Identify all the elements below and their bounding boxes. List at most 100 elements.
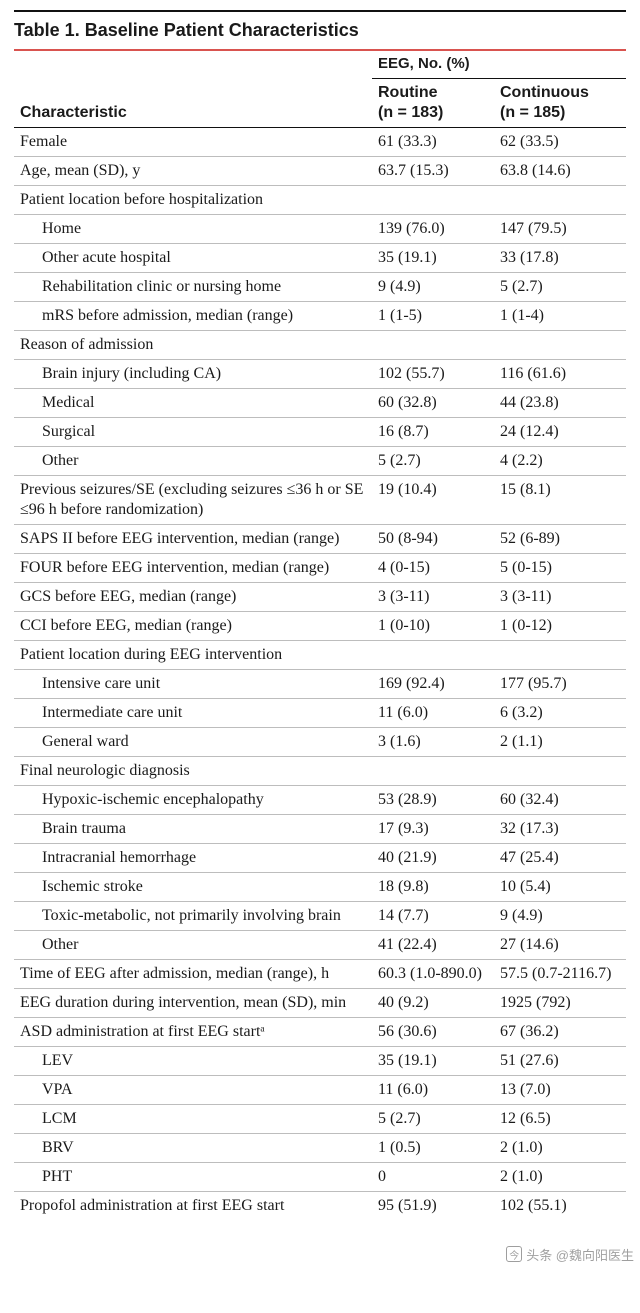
- cell-characteristic: Patient location during EEG intervention: [14, 640, 372, 669]
- table-row: SAPS II before EEG intervention, median …: [14, 524, 626, 553]
- cell-routine: 5 (2.7): [372, 1104, 494, 1133]
- table-title: Table 1. Baseline Patient Characteristic…: [14, 12, 626, 51]
- table-row: EEG duration during intervention, mean (…: [14, 988, 626, 1017]
- cell-continuous: 3 (3-11): [494, 582, 626, 611]
- cell-continuous: 1925 (792): [494, 988, 626, 1017]
- cell-continuous: 2 (1.0): [494, 1133, 626, 1162]
- cell-continuous: [494, 185, 626, 214]
- watermark-icon: 今: [506, 1246, 522, 1262]
- cell-characteristic: Intracranial hemorrhage: [14, 843, 372, 872]
- cell-routine: 11 (6.0): [372, 698, 494, 727]
- cell-characteristic: Brain trauma: [14, 814, 372, 843]
- cell-continuous: 9 (4.9): [494, 901, 626, 930]
- cell-continuous: 1 (1-4): [494, 301, 626, 330]
- cell-routine: 35 (19.1): [372, 1046, 494, 1075]
- cell-characteristic: VPA: [14, 1075, 372, 1104]
- cell-continuous: 1 (0-12): [494, 611, 626, 640]
- table-row: BRV1 (0.5)2 (1.0): [14, 1133, 626, 1162]
- cell-routine: 14 (7.7): [372, 901, 494, 930]
- cell-routine: 56 (30.6): [372, 1017, 494, 1046]
- cell-continuous: [494, 756, 626, 785]
- cell-continuous: 27 (14.6): [494, 930, 626, 959]
- table-row: mRS before admission, median (range)1 (1…: [14, 301, 626, 330]
- table-row: GCS before EEG, median (range)3 (3-11)3 …: [14, 582, 626, 611]
- col-characteristic: Characteristic: [14, 51, 372, 127]
- characteristics-table: Characteristic EEG, No. (%) Routine (n =…: [14, 51, 626, 1220]
- table-row: PHT02 (1.0): [14, 1162, 626, 1191]
- table-row: Home139 (76.0)147 (79.5): [14, 214, 626, 243]
- col-routine-n: (n = 183): [378, 104, 443, 121]
- col-group-eeg: EEG, No. (%): [372, 51, 626, 78]
- cell-continuous: 51 (27.6): [494, 1046, 626, 1075]
- table-row: General ward3 (1.6)2 (1.1): [14, 727, 626, 756]
- cell-continuous: 15 (8.1): [494, 475, 626, 524]
- table-row: Brain trauma17 (9.3)32 (17.3): [14, 814, 626, 843]
- cell-routine: 3 (1.6): [372, 727, 494, 756]
- table-row: Medical60 (32.8)44 (23.8): [14, 388, 626, 417]
- cell-continuous: 57.5 (0.7-2116.7): [494, 959, 626, 988]
- cell-routine: 19 (10.4): [372, 475, 494, 524]
- cell-routine: 169 (92.4): [372, 669, 494, 698]
- cell-routine: 35 (19.1): [372, 243, 494, 272]
- table-row: Intermediate care unit11 (6.0)6 (3.2): [14, 698, 626, 727]
- cell-characteristic: FOUR before EEG intervention, median (ra…: [14, 553, 372, 582]
- cell-continuous: 67 (36.2): [494, 1017, 626, 1046]
- cell-continuous: 177 (95.7): [494, 669, 626, 698]
- cell-routine: 60 (32.8): [372, 388, 494, 417]
- cell-continuous: [494, 640, 626, 669]
- table-row: Intracranial hemorrhage40 (21.9)47 (25.4…: [14, 843, 626, 872]
- col-routine: Routine (n = 183): [372, 78, 494, 127]
- cell-characteristic: EEG duration during intervention, mean (…: [14, 988, 372, 1017]
- table-row: Other acute hospital35 (19.1)33 (17.8): [14, 243, 626, 272]
- cell-routine: 102 (55.7): [372, 359, 494, 388]
- table-row: Other41 (22.4)27 (14.6): [14, 930, 626, 959]
- table-row: VPA11 (6.0)13 (7.0): [14, 1075, 626, 1104]
- cell-continuous: 4 (2.2): [494, 446, 626, 475]
- cell-continuous: 13 (7.0): [494, 1075, 626, 1104]
- table-row: Time of EEG after admission, median (ran…: [14, 959, 626, 988]
- cell-characteristic: PHT: [14, 1162, 372, 1191]
- cell-continuous: 2 (1.1): [494, 727, 626, 756]
- table-row: Other5 (2.7)4 (2.2): [14, 446, 626, 475]
- cell-characteristic: Intensive care unit: [14, 669, 372, 698]
- cell-routine: 60.3 (1.0-890.0): [372, 959, 494, 988]
- cell-routine: 9 (4.9): [372, 272, 494, 301]
- cell-routine: 1 (1-5): [372, 301, 494, 330]
- watermark-text: 头条 @魏向阳医生: [526, 1245, 634, 1264]
- cell-characteristic: Toxic-metabolic, not primarily involving…: [14, 901, 372, 930]
- cell-routine: [372, 640, 494, 669]
- table-row: Rehabilitation clinic or nursing home9 (…: [14, 272, 626, 301]
- cell-continuous: 102 (55.1): [494, 1191, 626, 1220]
- cell-continuous: 63.8 (14.6): [494, 156, 626, 185]
- cell-continuous: 12 (6.5): [494, 1104, 626, 1133]
- table-row: Propofol administration at first EEG sta…: [14, 1191, 626, 1220]
- cell-routine: 3 (3-11): [372, 582, 494, 611]
- table-row: ASD administration at first EEG startᵃ56…: [14, 1017, 626, 1046]
- table-row: Previous seizures/SE (excluding seizures…: [14, 475, 626, 524]
- cell-routine: 1 (0-10): [372, 611, 494, 640]
- table-row: Patient location during EEG intervention: [14, 640, 626, 669]
- cell-characteristic: Hypoxic-ischemic encephalopathy: [14, 785, 372, 814]
- cell-characteristic: Reason of admission: [14, 330, 372, 359]
- cell-continuous: 147 (79.5): [494, 214, 626, 243]
- cell-characteristic: Rehabilitation clinic or nursing home: [14, 272, 372, 301]
- cell-continuous: 5 (0-15): [494, 553, 626, 582]
- cell-characteristic: mRS before admission, median (range): [14, 301, 372, 330]
- cell-characteristic: LEV: [14, 1046, 372, 1075]
- cell-characteristic: Intermediate care unit: [14, 698, 372, 727]
- cell-routine: [372, 756, 494, 785]
- cell-routine: 50 (8-94): [372, 524, 494, 553]
- cell-characteristic: Age, mean (SD), y: [14, 156, 372, 185]
- col-continuous: Continuous (n = 185): [494, 78, 626, 127]
- table-row: Female61 (33.3)62 (33.5): [14, 127, 626, 156]
- cell-routine: [372, 330, 494, 359]
- table-body: Female61 (33.3)62 (33.5)Age, mean (SD), …: [14, 127, 626, 1220]
- table-row: Patient location before hospitalization: [14, 185, 626, 214]
- cell-routine: 63.7 (15.3): [372, 156, 494, 185]
- cell-characteristic: Patient location before hospitalization: [14, 185, 372, 214]
- cell-continuous: 60 (32.4): [494, 785, 626, 814]
- table-row: CCI before EEG, median (range)1 (0-10)1 …: [14, 611, 626, 640]
- cell-characteristic: General ward: [14, 727, 372, 756]
- table-row: Brain injury (including CA)102 (55.7)116…: [14, 359, 626, 388]
- table-row: Final neurologic diagnosis: [14, 756, 626, 785]
